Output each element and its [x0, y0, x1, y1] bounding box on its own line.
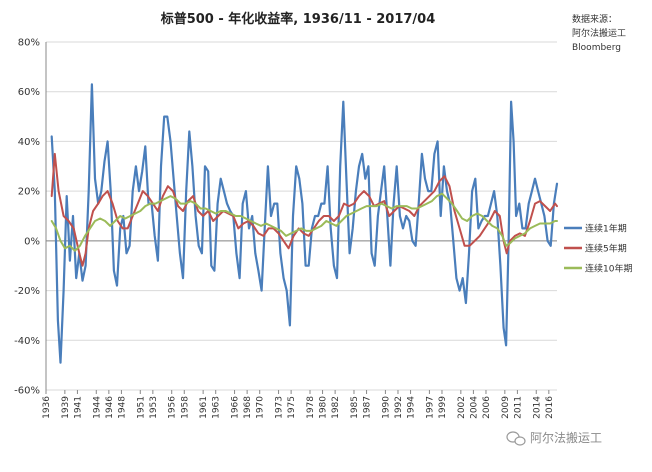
- x-tick-label: 2009: [501, 396, 511, 419]
- source-line-2: 阿尔法搬运工: [572, 27, 626, 39]
- x-tick-label: 1999: [438, 396, 448, 419]
- x-tick-label: 2002: [457, 396, 467, 419]
- x-tick-label: 1994: [407, 396, 417, 419]
- x-tick-label: 1997: [425, 396, 435, 419]
- x-tick-label: 1978: [306, 396, 316, 419]
- x-tick-label: 1980: [319, 396, 329, 419]
- x-tick-label: 1970: [256, 396, 266, 419]
- x-tick-label: 1951: [136, 396, 146, 419]
- watermark-text: 阿尔法搬运工: [530, 430, 602, 445]
- source-line-1: 数据来源：: [572, 13, 617, 25]
- legend-label: 连续1年期: [585, 223, 627, 235]
- x-tick-label: 1992: [394, 396, 404, 419]
- y-tick-label: 80%: [18, 38, 40, 49]
- x-axis-ticks: 1936 1939 1941 1944 1946 1948 1951 1953 1956 1958…: [42, 390, 555, 419]
- gridlines: [45, 41, 557, 391]
- y-tick-label: -20%: [14, 286, 40, 297]
- x-tick-label: 1944: [92, 396, 102, 419]
- watermark: 阿尔法搬运工: [506, 430, 602, 446]
- y-axis-ticks: 80% 60% 40% 20% 0% -20% -40% -60%: [14, 38, 40, 397]
- x-tick-label: 2004: [469, 396, 479, 419]
- series-line-2: [50, 152, 558, 267]
- x-tick-label: 2006: [482, 396, 492, 419]
- x-tick-label: 1963: [212, 396, 222, 419]
- x-tick-label: 1968: [243, 396, 253, 419]
- x-tick-label: 1953: [149, 396, 159, 419]
- x-tick-label: 1987: [363, 396, 373, 419]
- x-tick-label: 2014: [532, 396, 542, 419]
- x-tick-label: 1990: [381, 396, 391, 419]
- legend-label: 连续10年期: [585, 263, 632, 275]
- y-tick-label: 0%: [24, 236, 40, 247]
- series-line-1: [50, 83, 559, 364]
- source-line-3: Bloomberg: [572, 43, 621, 53]
- source-note: 数据来源： 阿尔法搬运工 Bloomberg: [572, 13, 626, 53]
- y-tick-label: -60%: [14, 386, 40, 397]
- x-tick-label: 1948: [117, 396, 127, 419]
- x-tick-label: 2016: [545, 396, 555, 419]
- series-line-3: [50, 192, 558, 252]
- x-tick-label: 1982: [331, 396, 341, 419]
- x-tick-label: 1985: [350, 396, 360, 419]
- x-tick-label: 1936: [42, 396, 52, 419]
- x-tick-label: 1958: [180, 396, 190, 419]
- x-tick-label: 1939: [61, 396, 71, 419]
- x-tick-label: 1961: [199, 396, 209, 419]
- legend-label: 连续5年期: [585, 243, 627, 255]
- x-tick-label: 1946: [105, 396, 115, 419]
- y-tick-label: 40%: [18, 137, 40, 148]
- x-tick-label: 1956: [168, 396, 178, 419]
- x-tick-label: 1973: [275, 396, 285, 419]
- x-tick-label: 1975: [287, 396, 297, 419]
- x-tick-label: 1941: [73, 396, 83, 419]
- y-tick-label: -40%: [14, 336, 40, 347]
- x-tick-label: 1966: [231, 396, 241, 419]
- y-tick-label: 60%: [18, 87, 40, 98]
- series-lines: [50, 83, 559, 364]
- wechat-icon: [506, 431, 526, 446]
- x-tick-label: 2011: [513, 396, 523, 419]
- chart-title: 标普500 - 年化收益率, 1936/11 - 2017/04: [160, 11, 436, 27]
- y-tick-label: 20%: [18, 187, 40, 198]
